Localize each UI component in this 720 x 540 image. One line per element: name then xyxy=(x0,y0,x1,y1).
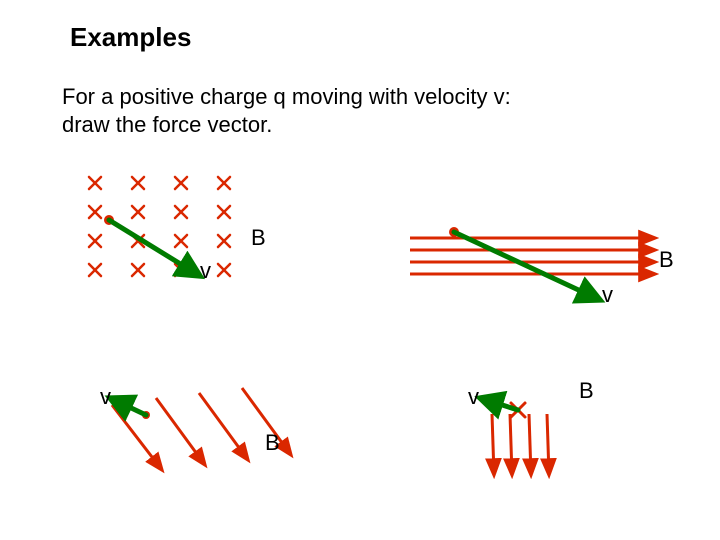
label-v4: v xyxy=(468,384,479,410)
label-B1: B xyxy=(251,225,266,251)
diagram-stage xyxy=(0,0,720,540)
label-v3: v xyxy=(100,384,111,410)
label-B3: B xyxy=(265,430,280,456)
label-v2: v xyxy=(602,282,613,308)
label-B2: B xyxy=(659,247,674,273)
label-v1: v xyxy=(200,258,211,284)
label-B4: B xyxy=(579,378,594,404)
